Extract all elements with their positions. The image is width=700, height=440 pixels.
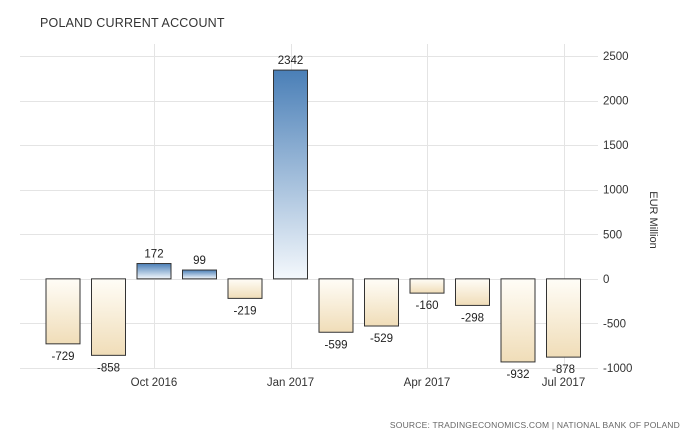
bar xyxy=(91,278,126,356)
bar xyxy=(273,69,308,280)
chart-title: POLAND CURRENT ACCOUNT xyxy=(40,16,225,30)
bars xyxy=(45,69,581,363)
data-label: 2342 xyxy=(278,55,304,67)
y-tick-label: 0 xyxy=(603,274,609,286)
data-label: -878 xyxy=(552,364,575,376)
y-tick-label: 500 xyxy=(603,229,622,241)
bar xyxy=(500,278,536,363)
data-label: -599 xyxy=(324,339,347,351)
x-axis-ticks: Oct 2016 Jan 2017 Apr 2017 Jul 2017 xyxy=(131,377,586,389)
data-label: 172 xyxy=(144,249,163,261)
bar xyxy=(546,278,581,358)
bar xyxy=(364,278,399,327)
y-tick-label: -500 xyxy=(603,318,626,330)
bar xyxy=(182,269,217,280)
bar xyxy=(318,278,354,333)
bar xyxy=(455,278,490,306)
bar xyxy=(45,278,81,345)
source-note: SOURCE: TRADINGECONOMICS.COM | NATIONAL … xyxy=(390,420,680,430)
bar xyxy=(136,263,172,280)
data-label: -858 xyxy=(97,362,120,374)
data-label: -529 xyxy=(370,333,393,345)
bar xyxy=(409,278,445,294)
x-tick-label: Jul 2017 xyxy=(542,377,585,389)
data-label: -729 xyxy=(51,351,74,363)
data-labels: -729 -858 172 99 -219 2342 -599 -529 -160 -298 -93… xyxy=(51,55,575,381)
data-label: -219 xyxy=(233,305,256,317)
data-label: -298 xyxy=(461,312,484,324)
y-tick-label: -1000 xyxy=(603,363,632,375)
x-tick-label: Apr 2017 xyxy=(404,377,451,389)
y-tick-label: 2500 xyxy=(603,51,629,63)
y-axis-label: EUR Million xyxy=(647,191,659,248)
data-label: -932 xyxy=(506,369,529,381)
data-label: -160 xyxy=(415,300,438,312)
y-tick-label: 1500 xyxy=(603,140,629,152)
x-tick-label: Jan 2017 xyxy=(267,377,314,389)
bar xyxy=(227,278,263,299)
data-label: 99 xyxy=(193,255,206,267)
x-tick-label: Oct 2016 xyxy=(131,377,178,389)
y-tick-label: 1000 xyxy=(603,185,629,197)
y-tick-label: 2000 xyxy=(603,96,629,108)
y-axis-ticks: 2500 2000 1500 1000 500 0 -500 -1000 xyxy=(603,51,632,375)
